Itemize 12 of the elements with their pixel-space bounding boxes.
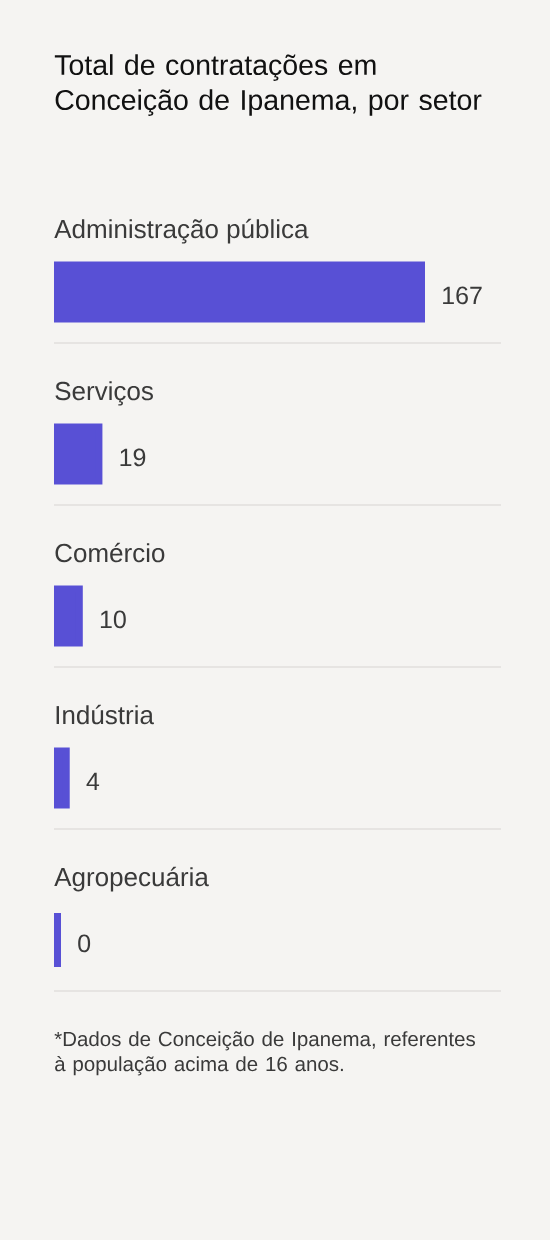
y-tick-label: Indústria xyxy=(56,704,154,725)
data-label: 19 xyxy=(120,448,146,467)
data-label: 10 xyxy=(100,610,126,629)
y-tick-label: Administração pública xyxy=(54,218,309,244)
y-tick-label: Agropecuária xyxy=(54,866,209,892)
data-label: 167 xyxy=(443,286,482,305)
y-tick-label: Serviços xyxy=(55,381,153,406)
y-tick-label: Comércio xyxy=(55,542,165,563)
chart-title: Total de contratações em Conceição de Ipanema, por setor xyxy=(54,54,482,116)
text: *Dados de Conceição de Ipanema, referentes à população acima de 16 anos. xyxy=(54,1031,476,1076)
data-label: 4 xyxy=(86,772,100,791)
data-label: 0 xyxy=(78,934,91,953)
